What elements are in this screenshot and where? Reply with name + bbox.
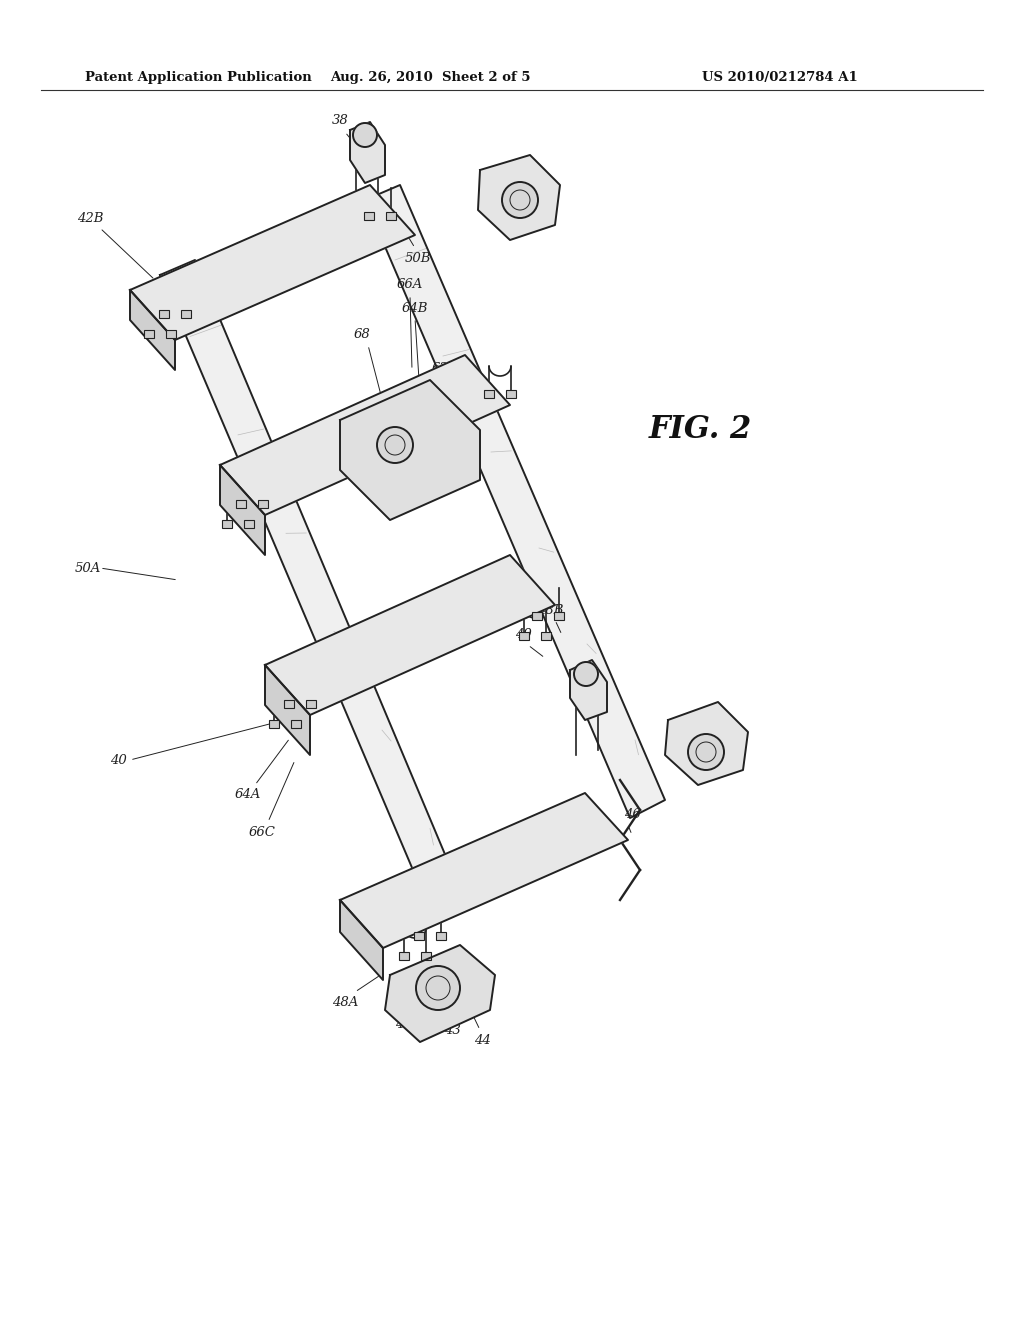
Bar [506,389,516,399]
Polygon shape [265,554,555,715]
Text: 48B: 48B [537,603,563,616]
Bar [386,213,396,220]
Polygon shape [340,900,383,979]
Bar [532,612,542,620]
Polygon shape [350,121,385,183]
Polygon shape [265,665,310,755]
Circle shape [574,663,598,686]
Polygon shape [665,702,748,785]
Text: 60: 60 [462,392,478,404]
Polygon shape [130,290,175,370]
Bar [519,632,529,640]
Polygon shape [385,945,495,1041]
Bar [414,932,424,940]
Circle shape [377,426,413,463]
Text: 49: 49 [515,628,531,642]
Text: 42B: 42B [77,211,103,224]
Text: 42A: 42A [395,1019,421,1031]
Text: 62: 62 [432,362,449,375]
Text: 40: 40 [110,754,126,767]
Bar [244,520,254,528]
Text: 48A: 48A [332,995,358,1008]
Bar [291,719,301,729]
Polygon shape [478,154,560,240]
Text: 43: 43 [443,1023,461,1036]
Text: 66B: 66B [228,482,255,495]
Bar [284,700,294,708]
Bar [181,310,191,318]
Text: 50B: 50B [404,252,431,264]
Bar [306,700,316,708]
Bar [364,213,374,220]
Circle shape [353,123,377,147]
Circle shape [502,182,538,218]
Bar [144,330,154,338]
Bar [159,310,169,318]
Polygon shape [220,465,265,554]
Text: Patent Application Publication: Patent Application Publication [85,71,311,84]
Text: 38: 38 [332,114,348,127]
Polygon shape [160,260,460,909]
Bar [236,500,246,508]
Polygon shape [340,380,480,520]
Text: 68: 68 [353,329,371,342]
Bar [436,932,446,940]
Text: 44: 44 [474,1034,490,1047]
Text: 64A: 64A [234,788,261,801]
Text: FIG. 2: FIG. 2 [648,414,752,446]
Text: 64B: 64B [401,301,428,314]
Circle shape [688,734,724,770]
Text: 66A: 66A [397,279,423,292]
Text: 50A: 50A [75,561,101,574]
Bar [166,330,176,338]
Bar [258,500,268,508]
Text: 46: 46 [624,808,640,821]
Text: Aug. 26, 2010  Sheet 2 of 5: Aug. 26, 2010 Sheet 2 of 5 [330,71,530,84]
Polygon shape [130,185,415,341]
Polygon shape [570,660,607,719]
Bar [554,612,564,620]
Polygon shape [220,355,510,515]
Text: US 2010/0212784 A1: US 2010/0212784 A1 [702,71,858,84]
Bar [269,719,279,729]
Polygon shape [365,185,665,818]
Bar [399,952,409,960]
Bar [222,520,232,528]
Bar [484,389,494,399]
Text: 66C: 66C [249,825,275,838]
Polygon shape [340,793,628,948]
Bar [421,952,431,960]
Circle shape [416,966,460,1010]
Bar [541,632,551,640]
